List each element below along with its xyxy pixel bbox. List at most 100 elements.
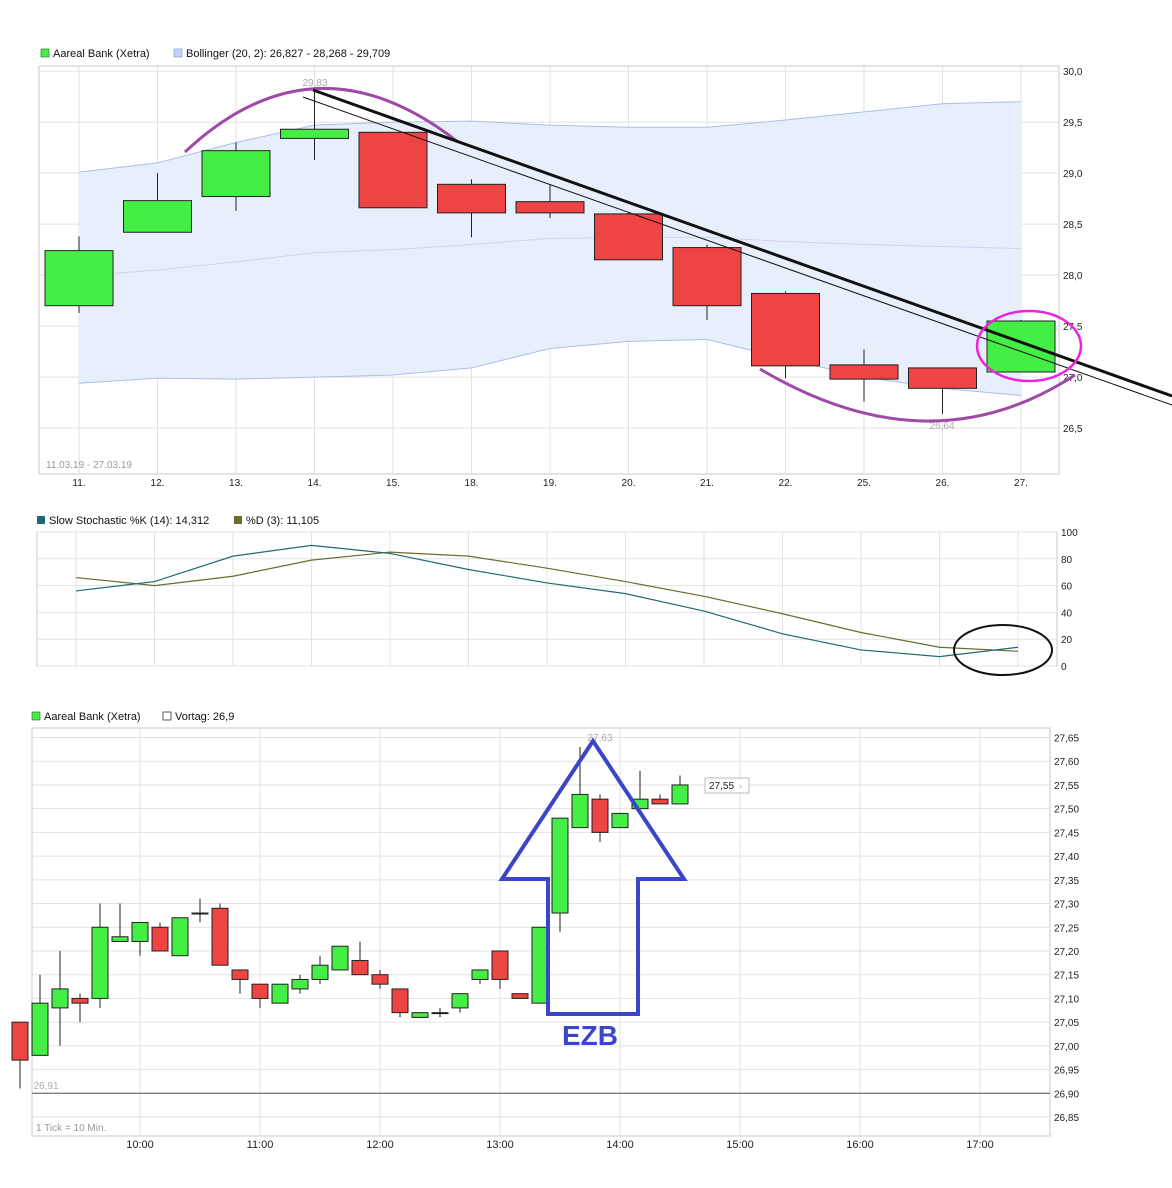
intraday-y-tick-label: 27,65 bbox=[1054, 733, 1079, 744]
daily-y-tick-label: 29,5 bbox=[1063, 118, 1083, 129]
intraday-candle-down bbox=[371, 974, 389, 985]
intraday-x-tick-label: 17:00 bbox=[966, 1139, 994, 1151]
intraday-candle-up bbox=[171, 917, 189, 957]
intraday-y-tick-label: 27,55 bbox=[1054, 781, 1079, 792]
intraday-candle-up bbox=[611, 812, 629, 829]
intraday-y-tick-label: 26,90 bbox=[1054, 1089, 1079, 1100]
daily-x-tick-label: 26. bbox=[936, 478, 950, 489]
ezb-label: EZB bbox=[562, 1020, 618, 1051]
intraday-x-tick-label: 13:00 bbox=[486, 1139, 514, 1151]
intraday-y-tick-label: 27,20 bbox=[1054, 947, 1079, 958]
daily-candle-down bbox=[358, 131, 428, 209]
intraday-candle-up bbox=[291, 978, 309, 990]
intraday-y-tick-label: 27,45 bbox=[1054, 828, 1079, 839]
intraday-y-tick-label: 27,10 bbox=[1054, 994, 1079, 1005]
stochastic-k-line bbox=[75, 544, 1019, 658]
stochastic-panel: Slow Stochastic %K (14): 14,312 %D (3): … bbox=[36, 515, 1078, 676]
intraday-candle-down bbox=[71, 997, 89, 1004]
daily-candle-down bbox=[594, 213, 663, 261]
intraday-candle-up bbox=[471, 969, 489, 980]
intraday-candle-down bbox=[231, 969, 249, 980]
daily-y-tick-label: 29,0 bbox=[1063, 169, 1083, 180]
daily-candle-down bbox=[751, 292, 820, 367]
intraday-candle-up bbox=[531, 926, 549, 1004]
intraday-y-tick-label: 27,25 bbox=[1054, 923, 1079, 934]
intraday-y-axis-labels: 26,85 26,90 26,95 27,00 27,05 27,10 27,15 27,20… bbox=[1054, 733, 1079, 1124]
daily-candle-up bbox=[280, 128, 349, 139]
last-value-arrow-icon: › bbox=[739, 781, 742, 791]
intraday-y-tick-label: 27,60 bbox=[1054, 757, 1079, 768]
daily-low-label: 26,64 bbox=[929, 421, 954, 432]
intraday-candle-down bbox=[391, 988, 409, 1014]
legend-swatch-intraday-price bbox=[31, 711, 41, 721]
daily-high-label: 29,83 bbox=[302, 78, 327, 89]
daily-y-tick-label: 26,5 bbox=[1063, 424, 1083, 435]
intraday-y-tick-label: 27,05 bbox=[1054, 1018, 1079, 1029]
daily-x-tick-label: 25. bbox=[857, 478, 871, 489]
intraday-x-tick-label: 14:00 bbox=[606, 1139, 634, 1151]
daily-candle-down bbox=[908, 367, 977, 389]
daily-x-tick-label: 15. bbox=[386, 478, 400, 489]
daily-x-tick-label: 12. bbox=[151, 478, 165, 489]
daily-x-tick-label: 13. bbox=[229, 478, 243, 489]
intraday-y-tick-label: 26,85 bbox=[1054, 1113, 1079, 1124]
intraday-candle-up bbox=[571, 793, 589, 829]
intraday-candle-up bbox=[311, 964, 329, 980]
legend-swatch-previous-close bbox=[162, 711, 172, 721]
intraday-candle-up bbox=[31, 1002, 49, 1056]
stochastic-d-line bbox=[75, 551, 1019, 652]
daily-y-tick-label: 30,0 bbox=[1063, 67, 1083, 78]
legend-intraday-price-label: Aareal Bank (Xetra) bbox=[44, 711, 141, 723]
bollinger-middle-line bbox=[78, 236, 1022, 277]
intraday-candle-down bbox=[651, 798, 669, 805]
daily-y-tick-label: 28,0 bbox=[1063, 271, 1083, 282]
intraday-x-axis-labels: 10:00 11:00 12:00 13:00 14:00 15:00 16:00 17:00 bbox=[126, 1139, 994, 1151]
intraday-candle-down bbox=[251, 983, 269, 999]
intraday-y-tick-label: 27,50 bbox=[1054, 805, 1079, 816]
last-value-label: 27,55 bbox=[709, 781, 734, 792]
intraday-x-tick-label: 15:00 bbox=[726, 1139, 754, 1151]
intraday-panel: Aareal Bank (Xetra) Vortag: 26,9 10:00 11… bbox=[11, 711, 1079, 1151]
intraday-y-tick-label: 27,15 bbox=[1054, 971, 1079, 982]
intraday-candle-up bbox=[451, 993, 469, 1009]
stochastic-y-tick-label: 80 bbox=[1061, 555, 1073, 566]
intraday-candle-up bbox=[551, 817, 569, 914]
legend-previous-close-label: Vortag: 26,9 bbox=[175, 711, 234, 723]
legend-swatch-bollinger bbox=[173, 48, 183, 58]
intraday-candle-up bbox=[51, 988, 69, 1009]
intraday-low-label: 26,91 bbox=[33, 1081, 58, 1092]
daily-x-tick-label: 18. bbox=[465, 478, 479, 489]
daily-candle-up bbox=[201, 150, 271, 198]
intraday-candle-up bbox=[191, 912, 209, 915]
intraday-high-label: 27,63 bbox=[587, 733, 612, 744]
stochastic-y-tick-label: 40 bbox=[1061, 608, 1073, 619]
intraday-candle-down bbox=[351, 959, 369, 976]
daily-x-tick-label: 21. bbox=[700, 478, 714, 489]
last-value-tag: 27,55 › bbox=[704, 777, 750, 794]
intraday-candle-up bbox=[671, 784, 689, 805]
legend-k-label: Slow Stochastic %K (14): 14,312 bbox=[49, 515, 209, 527]
intraday-y-tick-label: 26,95 bbox=[1054, 1066, 1079, 1077]
legend-price-label: Aareal Bank (Xetra) bbox=[53, 48, 150, 60]
intraday-candle-up bbox=[131, 922, 149, 942]
intraday-y-tick-label: 27,40 bbox=[1054, 852, 1079, 863]
intraday-x-tick-label: 10:00 bbox=[126, 1139, 154, 1151]
intraday-y-tick-label: 27,00 bbox=[1054, 1042, 1079, 1053]
ezb-up-arrow-annotation bbox=[498, 737, 688, 1016]
tick-note: 1 Tick = 10 Min. bbox=[36, 1123, 106, 1134]
intraday-x-tick-label: 16:00 bbox=[846, 1139, 874, 1151]
stochastic-y-tick-label: 0 bbox=[1061, 662, 1067, 673]
intraday-y-tick-label: 27,30 bbox=[1054, 900, 1079, 911]
legend-swatch-k bbox=[37, 516, 45, 524]
downtrend-line-thin bbox=[302, 96, 1172, 406]
intraday-x-tick-label: 11:00 bbox=[247, 1139, 274, 1151]
intraday-candle-down bbox=[151, 926, 169, 952]
top-arc-annotation bbox=[183, 86, 459, 154]
intraday-candle-down bbox=[591, 798, 609, 833]
intraday-y-tick-label: 27,35 bbox=[1054, 876, 1079, 887]
daily-candle-up bbox=[123, 200, 192, 233]
daily-candle-down bbox=[829, 364, 899, 380]
bottom-arc-annotation bbox=[759, 367, 1076, 423]
daily-y-tick-label: 27,0 bbox=[1063, 373, 1083, 384]
daily-candle-up bbox=[44, 250, 114, 307]
